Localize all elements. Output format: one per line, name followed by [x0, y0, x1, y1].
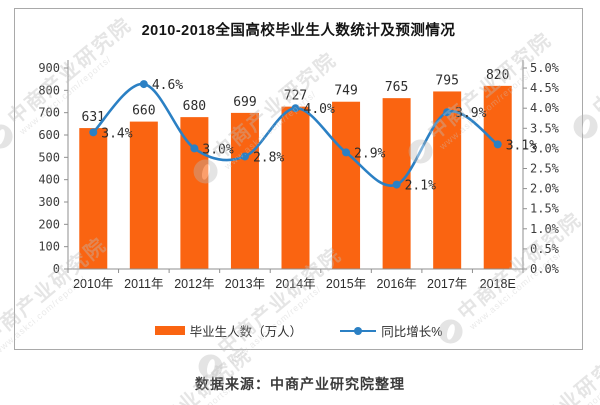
left-axis-tick-label: 0	[53, 262, 60, 276]
chart-plot: 631 660 680 699 727 749 765 795 820 0 100 200 300 400…	[38, 60, 560, 291]
bar-value-label: 680	[183, 99, 206, 114]
growth-value-label: 3.9%	[455, 106, 486, 121]
left-axis-tick-label: 600	[38, 128, 60, 142]
growth-point	[392, 180, 401, 189]
bar-value-label: 660	[132, 104, 155, 119]
growth-point	[493, 140, 502, 149]
growth-value-label: 4.0%	[304, 102, 335, 117]
x-axis-category-label: 2015年	[326, 277, 366, 291]
growth-value-label: 2.8%	[253, 150, 284, 165]
bar	[129, 121, 158, 269]
x-axis-category-label: 2012年	[174, 277, 214, 291]
growth-point	[291, 104, 300, 113]
x-axis-category-label: 2011年	[124, 277, 163, 291]
left-axis-tick-label: 800	[38, 83, 60, 97]
right-axis-tick-label: 0.5%	[530, 242, 560, 256]
bar	[230, 112, 259, 269]
bar-value-label: 820	[486, 68, 509, 83]
x-axis-category-label: 2017年	[427, 277, 467, 291]
growth-value-label: 2.9%	[354, 146, 385, 161]
growth-point	[139, 80, 148, 89]
bar	[281, 106, 310, 270]
left-axis-tick-label: 100	[38, 240, 60, 254]
growth-point	[240, 152, 249, 161]
x-axis-category-label: 2016年	[376, 277, 416, 291]
legend-label-growth: 同比增长%	[381, 325, 443, 339]
x-axis-category-label: 2014年	[275, 277, 315, 291]
chart-frame: 2010-2018全国高校毕业生人数统计及预测情况 631 660 680 699 72…	[14, 8, 583, 350]
growth-point	[190, 144, 199, 153]
line-swatch-marker	[354, 326, 363, 335]
growth-point	[443, 108, 452, 117]
bar-value-label: 631	[82, 110, 105, 125]
bar	[332, 101, 361, 270]
growth-point	[342, 148, 351, 157]
right-axis-tick-label: 3.0%	[530, 141, 560, 155]
source-note: 数据来源：中商产业研究院整理	[195, 376, 405, 392]
left-axis-tick-label: 900	[38, 61, 60, 75]
chart-title: 2010-2018全国高校毕业生人数统计及预测情况	[141, 23, 456, 39]
bar-value-label: 727	[284, 89, 307, 104]
x-axis-category-label: 2010年	[73, 277, 113, 291]
bar-value-label: 765	[385, 80, 408, 95]
line-series-swatch	[340, 326, 377, 336]
growth-value-label: 3.0%	[202, 142, 233, 157]
left-axis-tick-label: 700	[38, 106, 60, 120]
bar-value-label: 749	[334, 84, 357, 99]
x-axis-category-label: 2018E	[480, 277, 516, 291]
growth-value-label: 3.1%	[506, 138, 537, 153]
growth-value-label: 3.4%	[101, 126, 132, 141]
legend-item-growth[interactable]: 同比增长%	[340, 321, 442, 340]
right-axis-tick-label: 2.5%	[530, 162, 560, 176]
left-axis-tick-label: 500	[38, 150, 60, 164]
legend-label-graduates: 毕业生人数（万人）	[189, 325, 303, 339]
left-axis-tick-label: 400	[38, 173, 60, 187]
x-axis-category-label: 2013年	[225, 277, 265, 291]
watermark-brand-text: 中商产业研究院	[589, 3, 600, 120]
bar-value-label: 699	[233, 95, 256, 110]
chart-legend: 毕业生人数（万人） 同比增长%	[15, 321, 582, 340]
growth-value-label: 4.6%	[152, 78, 183, 93]
right-axis-tick-label: 1.5%	[530, 202, 560, 216]
left-axis-tick-label: 300	[38, 195, 60, 209]
legend-item-graduates[interactable]: 毕业生人数（万人）	[154, 321, 303, 340]
right-axis-tick-label: 3.5%	[530, 121, 560, 135]
bar	[79, 128, 108, 269]
bar	[180, 117, 209, 269]
right-axis-tick-label: 4.0%	[530, 101, 560, 115]
right-axis-tick-label: 0.0%	[530, 262, 560, 276]
growth-point	[89, 128, 98, 137]
bar	[483, 85, 512, 269]
growth-value-label: 2.1%	[405, 179, 436, 194]
right-axis-tick-label: 2.0%	[530, 182, 560, 196]
bar-value-label: 795	[435, 73, 458, 88]
right-axis-tick-label: 1.0%	[530, 222, 560, 236]
left-axis-tick-label: 200	[38, 217, 60, 231]
right-axis-tick-label: 5.0%	[530, 61, 560, 75]
bar-series-swatch	[154, 326, 185, 335]
right-axis-tick-label: 4.5%	[530, 81, 560, 95]
